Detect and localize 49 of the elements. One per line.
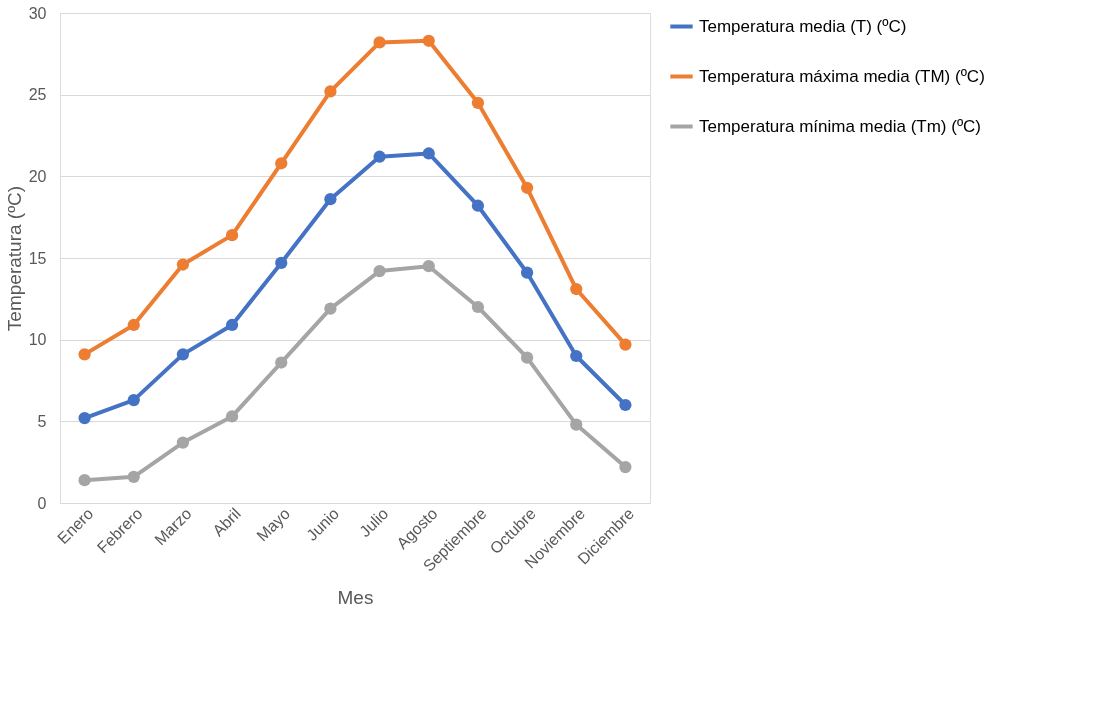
point <box>471 96 485 109</box>
legend-label: Temperatura mínima media (Tm) (ºC) <box>699 116 982 136</box>
point <box>324 85 337 98</box>
point <box>570 282 583 296</box>
point <box>422 260 435 273</box>
point <box>127 318 140 332</box>
point <box>373 150 386 163</box>
point <box>422 147 435 160</box>
point <box>275 356 288 369</box>
point <box>176 348 190 361</box>
point <box>275 256 288 270</box>
x-tick-label: Julio <box>356 504 392 541</box>
point <box>373 36 386 49</box>
point <box>619 460 632 474</box>
y-tick-label: 5 <box>37 412 47 430</box>
y-tick-label: 20 <box>28 167 47 185</box>
point <box>373 264 386 278</box>
point <box>78 474 91 487</box>
point <box>520 266 534 279</box>
point <box>127 470 140 483</box>
point <box>225 229 239 242</box>
point <box>275 157 288 170</box>
legend-label: Temperatura máxima media (TM) (ºC) <box>699 66 985 86</box>
point <box>619 338 632 351</box>
point <box>176 258 190 271</box>
point <box>324 302 337 315</box>
point <box>78 411 91 425</box>
legend-label: Temperatura media (T) (ºC) <box>699 16 907 36</box>
y-tick-label: 0 <box>37 494 47 512</box>
y-tick-label: 30 <box>28 4 47 22</box>
y-tick-label: 15 <box>28 249 47 267</box>
point <box>471 199 485 212</box>
point <box>225 410 239 423</box>
point <box>520 351 534 364</box>
y-tick-label: 10 <box>28 331 47 349</box>
y-tick-label: 25 <box>28 86 47 104</box>
point <box>422 34 435 47</box>
point <box>471 300 485 314</box>
point <box>176 436 190 449</box>
point <box>127 393 140 407</box>
point <box>520 181 534 194</box>
point <box>78 348 91 361</box>
point <box>619 398 632 412</box>
y-axis-title: Temperatura (ºC) <box>3 185 25 332</box>
point <box>225 318 239 332</box>
point <box>324 193 337 206</box>
point <box>570 349 583 363</box>
x-axis-title: Mes <box>337 586 374 608</box>
point <box>570 418 583 431</box>
